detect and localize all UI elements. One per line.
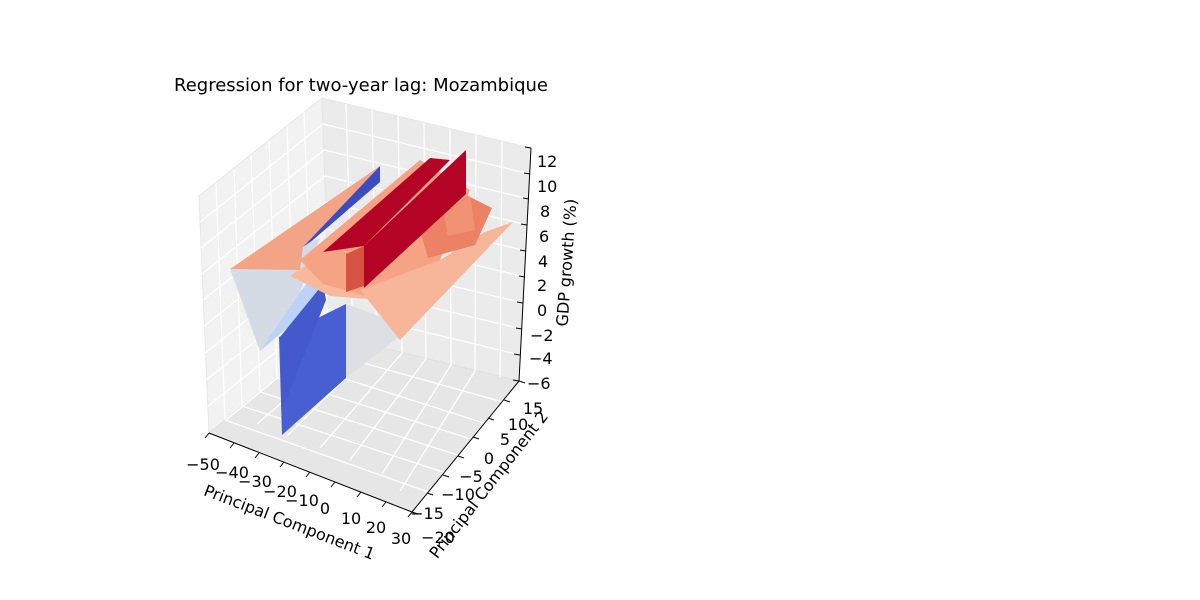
x-tick-label: −20 xyxy=(263,482,297,501)
y-tick-label: −20 xyxy=(421,528,455,547)
z-axis-label: GDP growth (%) xyxy=(553,198,581,327)
y-tick-label: 5 xyxy=(500,430,510,449)
surface-facet xyxy=(280,284,326,410)
x-tick-label: 30 xyxy=(391,529,411,548)
z-tick-label: 4 xyxy=(538,252,548,271)
z-tick-label: 0 xyxy=(537,301,547,320)
surface-facet xyxy=(260,264,323,351)
surface-facet xyxy=(230,166,380,270)
x-tick-label: 10 xyxy=(341,509,361,528)
surface-facet xyxy=(360,222,513,340)
y-tick-label: 15 xyxy=(523,399,543,418)
x-tick-label: −40 xyxy=(215,463,249,482)
z-axis-line xyxy=(518,147,532,382)
y-axis-line xyxy=(411,380,520,513)
y-tick-label: 0 xyxy=(484,449,494,468)
surface-facet xyxy=(303,166,380,247)
y-tick-label: −15 xyxy=(410,504,444,523)
z-tick-label: 8 xyxy=(540,202,550,221)
x-tick-label: −30 xyxy=(238,472,272,491)
z-tick-label: −2 xyxy=(530,326,554,345)
x-tick-label: −10 xyxy=(285,491,319,510)
x-tick-label: 20 xyxy=(366,518,386,537)
y-tick-label: −5 xyxy=(459,467,483,486)
z-tick-label: 12 xyxy=(537,152,557,171)
surface-facet xyxy=(323,158,450,252)
surface-facet xyxy=(346,246,364,292)
z-tick-label: 10 xyxy=(537,177,557,196)
z-tick-label: −6 xyxy=(527,374,551,393)
z-tick-label: 2 xyxy=(537,276,547,295)
x-tick-label: −50 xyxy=(186,455,220,474)
surface-facet xyxy=(444,196,475,236)
regression-surface xyxy=(230,150,513,435)
z-tick-label: −4 xyxy=(529,349,553,368)
y-tick-label: 10 xyxy=(508,415,528,434)
surface-facet xyxy=(364,150,466,288)
axis-lines xyxy=(208,147,532,513)
y-tick-label: −10 xyxy=(441,485,475,504)
chart-title: Regression for two-year lag: Mozambique xyxy=(174,75,548,96)
x-tick-label: 0 xyxy=(320,499,330,518)
z-tick-label: 6 xyxy=(539,227,549,246)
x-axis-line xyxy=(208,432,413,513)
